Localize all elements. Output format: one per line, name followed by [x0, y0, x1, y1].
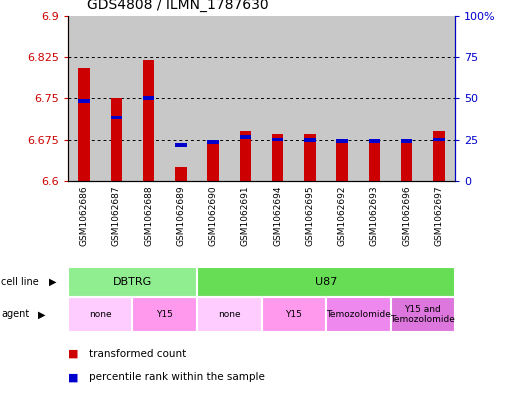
Text: GSM1062690: GSM1062690	[209, 185, 218, 246]
Text: none: none	[89, 310, 111, 319]
Text: agent: agent	[1, 309, 29, 320]
Text: GSM1062686: GSM1062686	[79, 185, 88, 246]
Bar	[175, 167, 187, 181]
Bar	[401, 139, 412, 143]
Bar	[304, 134, 315, 181]
Bar	[197, 297, 262, 332]
Bar	[240, 135, 251, 139]
Text: ■: ■	[68, 372, 78, 382]
Text: GSM1062696: GSM1062696	[402, 185, 411, 246]
Text: Temozolomide: Temozolomide	[326, 310, 391, 319]
Text: none: none	[218, 310, 241, 319]
Bar	[111, 98, 122, 181]
Text: GDS4808 / ILMN_1787630: GDS4808 / ILMN_1787630	[87, 0, 269, 12]
Bar	[111, 116, 122, 119]
Bar	[175, 143, 187, 147]
Bar	[229, 16, 262, 181]
Text: GSM1062693: GSM1062693	[370, 185, 379, 246]
Bar	[165, 16, 197, 181]
Bar	[423, 16, 455, 181]
Text: GSM1062691: GSM1062691	[241, 185, 250, 246]
Bar	[369, 139, 380, 143]
Text: Y15 and
Temozolomide: Y15 and Temozolomide	[390, 305, 455, 324]
Text: GSM1062694: GSM1062694	[273, 185, 282, 246]
Text: cell line: cell line	[1, 277, 39, 287]
Bar	[143, 60, 154, 181]
Bar	[433, 131, 445, 181]
Text: percentile rank within the sample: percentile rank within the sample	[89, 372, 265, 382]
Bar	[100, 16, 132, 181]
Bar	[272, 138, 283, 141]
Bar	[197, 267, 455, 297]
Bar	[391, 297, 455, 332]
Bar	[208, 140, 219, 143]
Bar	[132, 16, 165, 181]
Bar	[401, 140, 412, 181]
Bar	[336, 139, 348, 143]
Bar	[272, 134, 283, 181]
Bar	[78, 68, 90, 181]
Bar	[262, 297, 326, 332]
Bar	[78, 99, 90, 103]
Text: GSM1062695: GSM1062695	[305, 185, 314, 246]
Bar	[68, 297, 132, 332]
Text: GSM1062692: GSM1062692	[338, 185, 347, 246]
Text: ■: ■	[68, 349, 78, 359]
Text: GSM1062697: GSM1062697	[435, 185, 444, 246]
Bar	[262, 16, 294, 181]
Bar	[336, 140, 348, 181]
Bar	[326, 297, 391, 332]
Bar	[326, 16, 358, 181]
Bar	[68, 267, 197, 297]
Bar	[294, 16, 326, 181]
Bar	[240, 131, 251, 181]
Text: GSM1062689: GSM1062689	[176, 185, 185, 246]
Text: transformed count: transformed count	[89, 349, 186, 359]
Bar	[143, 96, 154, 100]
Bar	[433, 138, 445, 141]
Text: ▶: ▶	[38, 309, 45, 320]
Bar	[369, 140, 380, 181]
Bar	[304, 138, 315, 142]
Text: GSM1062687: GSM1062687	[112, 185, 121, 246]
Bar	[208, 141, 219, 181]
Text: ▶: ▶	[49, 277, 56, 287]
Bar	[358, 16, 391, 181]
Bar	[132, 297, 197, 332]
Bar	[391, 16, 423, 181]
Text: U87: U87	[315, 277, 337, 287]
Text: GSM1062688: GSM1062688	[144, 185, 153, 246]
Text: Y15: Y15	[286, 310, 302, 319]
Bar	[197, 16, 229, 181]
Text: Y15: Y15	[156, 310, 173, 319]
Text: DBTRG: DBTRG	[113, 277, 152, 287]
Bar	[68, 16, 100, 181]
